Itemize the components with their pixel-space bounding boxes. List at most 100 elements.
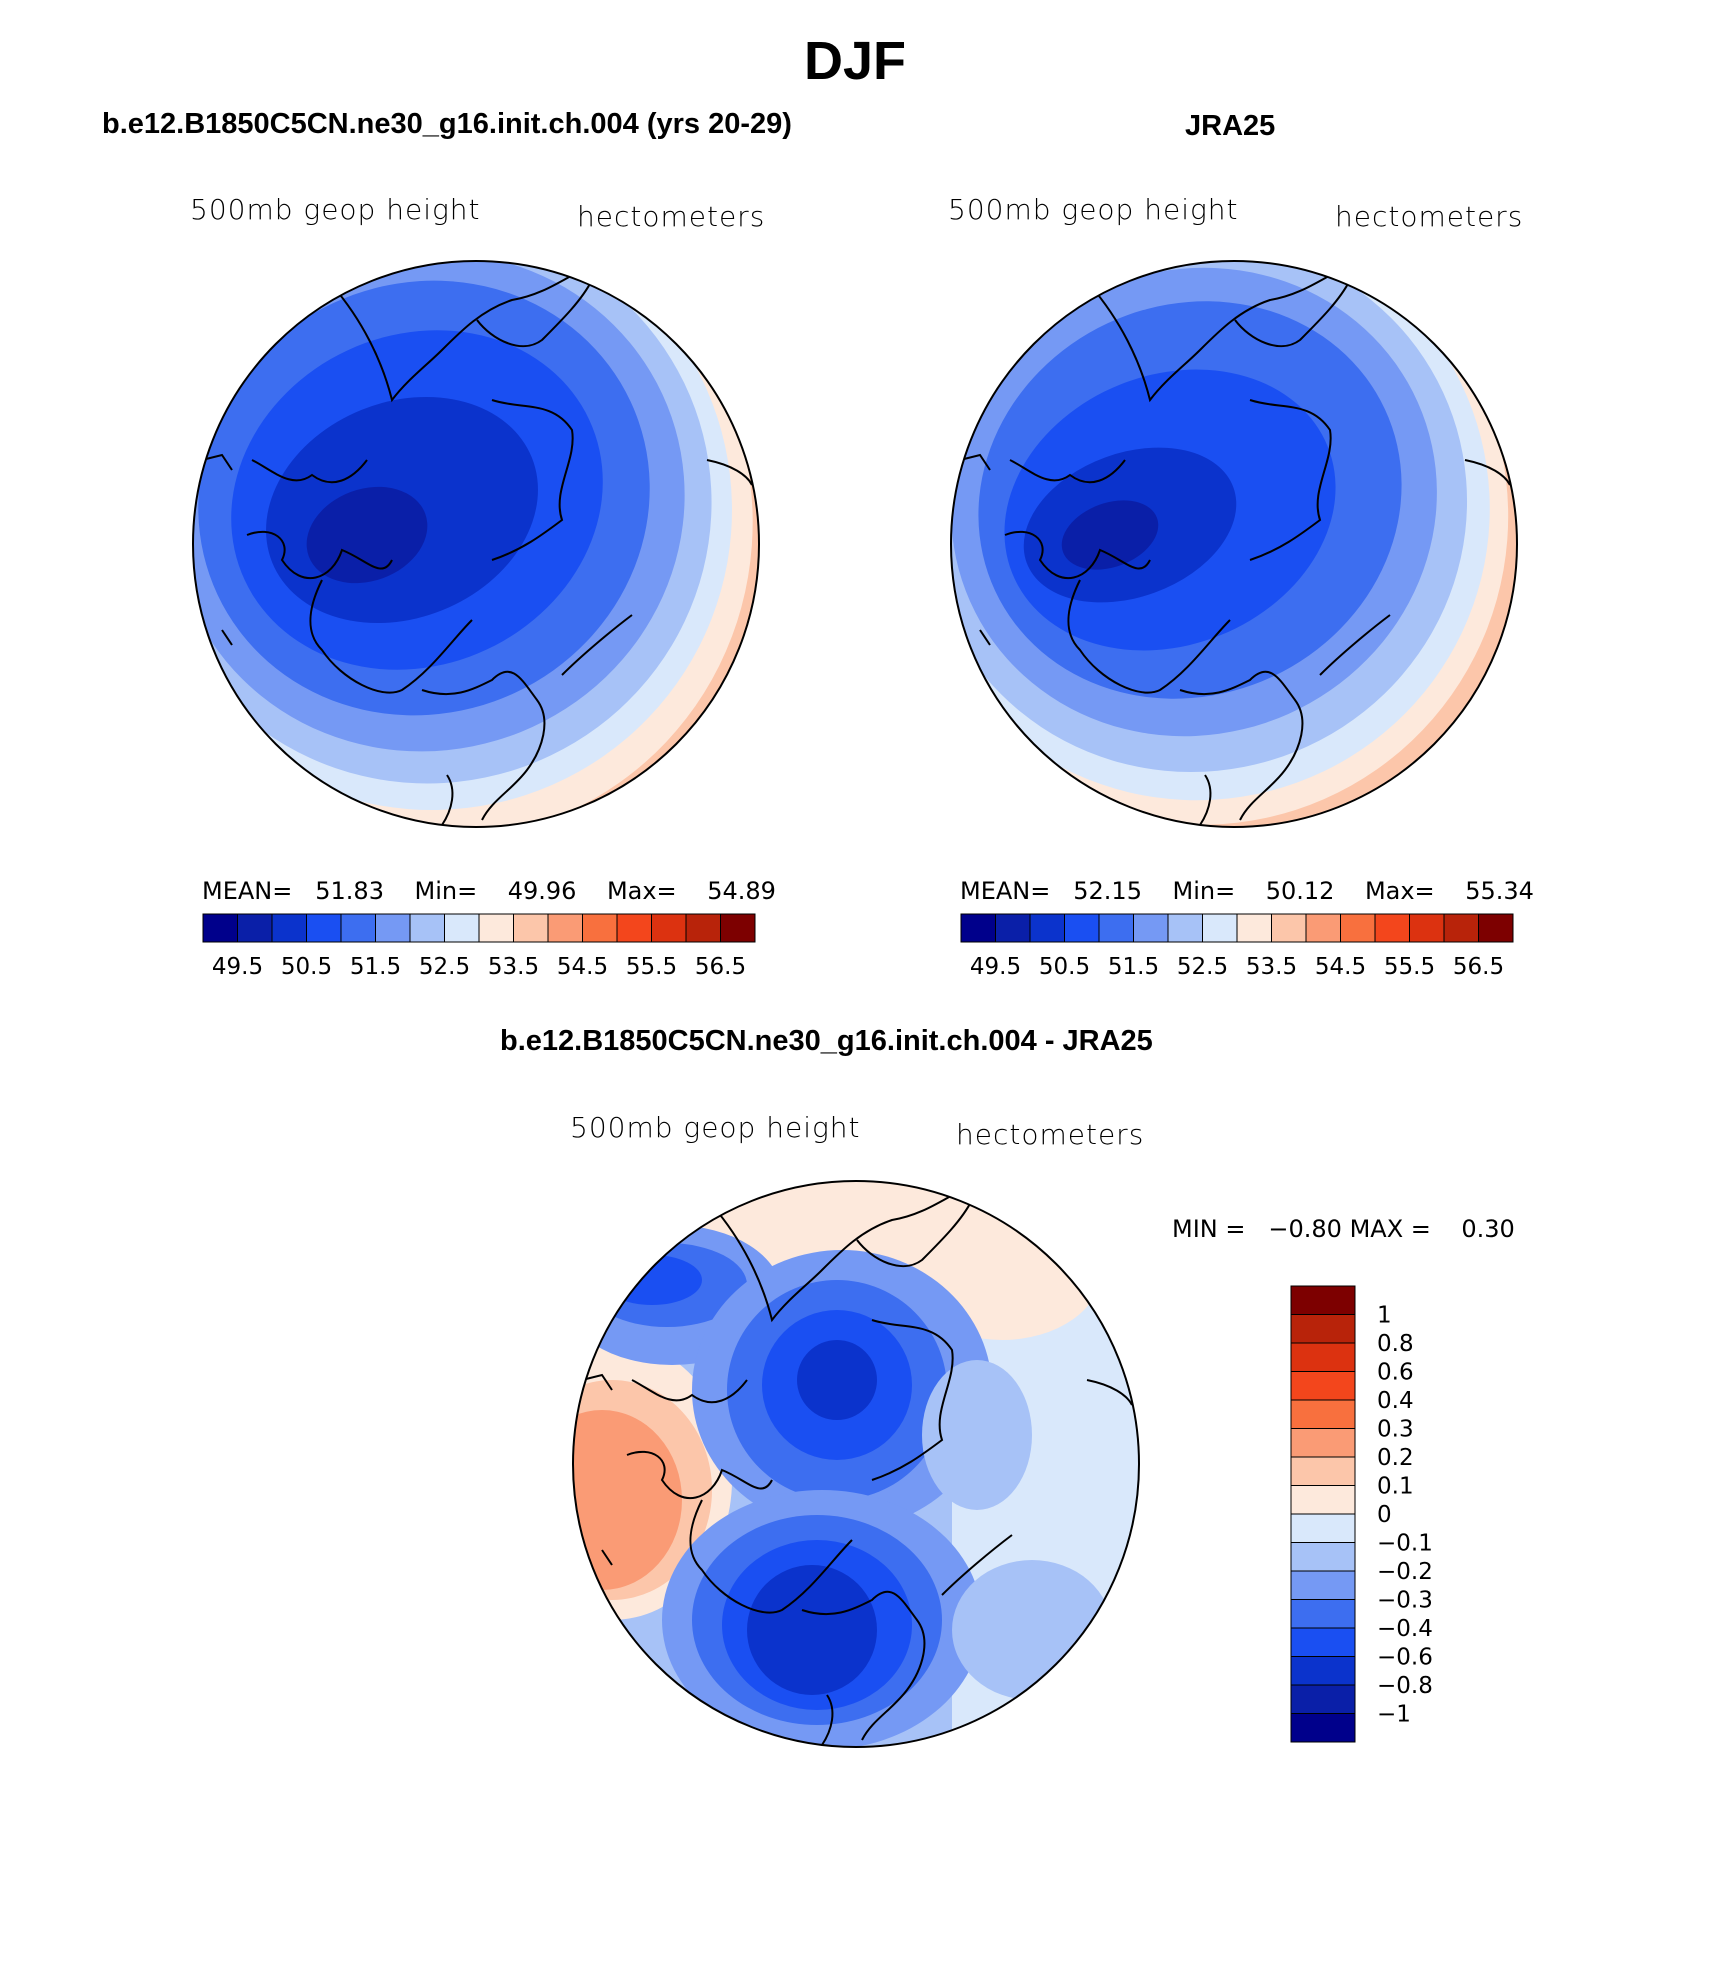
model-colorbar-tick-label: 56.5 xyxy=(695,954,746,980)
obs-mean-label: MEAN= xyxy=(960,877,1051,905)
obs-colorbar-tick-label: 55.5 xyxy=(1384,954,1435,980)
model-min-label: Min= xyxy=(414,877,478,905)
diff-colorbar-tick-label: 0.8 xyxy=(1377,1331,1414,1357)
obs-max-value: 55.34 xyxy=(1465,877,1534,905)
model-colorbar-box xyxy=(340,913,376,943)
model-colorbar-box xyxy=(271,913,307,943)
obs-colorbar-tick-label: 54.5 xyxy=(1315,954,1366,980)
model-mean-label: MEAN= xyxy=(202,877,293,905)
diff-panel-title: b.e12.B1850C5CN.ne30_g16.init.ch.004 - J… xyxy=(500,1025,1153,1057)
obs-colorbar-tick-label: 51.5 xyxy=(1108,954,1159,980)
obs-variable-label: 500mb geop height xyxy=(948,193,1239,226)
model-colorbar-tick-label: 55.5 xyxy=(626,954,677,980)
obs-max-label: Max= xyxy=(1364,877,1435,905)
diff-colorbar-tick-label: 0.3 xyxy=(1377,1417,1414,1443)
obs-colorbar-box xyxy=(1340,913,1376,943)
model-colorbar-box xyxy=(444,913,480,943)
obs-colorbar-box xyxy=(1409,913,1445,943)
obs-colorbar-tick-label: 49.5 xyxy=(970,954,1021,980)
obs-colorbar-tick-label: 50.5 xyxy=(1039,954,1090,980)
obs-units-label: hectometers xyxy=(1335,200,1524,233)
diff-colorbar-box xyxy=(1290,1314,1356,1344)
diff-variable-label: 500mb geop height xyxy=(570,1111,861,1144)
model-colorbar-tick-label: 53.5 xyxy=(488,954,539,980)
model-colorbar-box xyxy=(582,913,618,943)
model-colorbar-box xyxy=(651,913,687,943)
diff-min-value: −0.80 xyxy=(1268,1215,1342,1243)
model-mean-value: 51.83 xyxy=(315,877,384,905)
diff-colorbar-box xyxy=(1290,1428,1356,1458)
obs-colorbar: 49.5 50.5 51.5 52.5 53.5 54.5 55.5 56.5 xyxy=(960,913,1514,980)
obs-colorbar-box xyxy=(1271,913,1307,943)
model-colorbar-box xyxy=(513,913,549,943)
diff-colorbar-tick-label: −0.2 xyxy=(1377,1559,1433,1585)
diff-colorbar-box xyxy=(1290,1627,1356,1657)
diff-colorbar-box xyxy=(1290,1342,1356,1372)
diff-colorbar-box xyxy=(1290,1456,1356,1486)
diff-colorbar-tick-label: 0.1 xyxy=(1377,1474,1414,1500)
model-colorbar-box xyxy=(685,913,721,943)
obs-polar-map xyxy=(950,260,1518,828)
diff-colorbar-tick-label: −0.4 xyxy=(1377,1616,1433,1642)
model-colorbar-tick-label: 49.5 xyxy=(212,954,263,980)
model-min-value: 49.96 xyxy=(507,877,577,905)
model-variable-label: 500mb geop height xyxy=(190,193,481,226)
model-colorbar-box xyxy=(720,913,756,943)
model-stats: MEAN= 51.83 Min= 49.96 Max= 54.89 xyxy=(202,877,776,905)
model-colorbar-tick-label: 52.5 xyxy=(419,954,470,980)
diff-colorbar-tick-label: 0.2 xyxy=(1377,1445,1414,1471)
obs-colorbar-box xyxy=(1167,913,1203,943)
diff-colorbar-tick-label: 0 xyxy=(1377,1502,1392,1528)
diff-colorbar-tick-label: −0.3 xyxy=(1377,1588,1433,1614)
obs-colorbar-box xyxy=(1202,913,1238,943)
obs-colorbar-tick-label: 53.5 xyxy=(1246,954,1297,980)
diff-units-label: hectometers xyxy=(956,1118,1145,1151)
diff-max-label: MAX = xyxy=(1349,1215,1431,1243)
model-colorbar-tick-label: 50.5 xyxy=(281,954,332,980)
diff-stats: MIN = −0.80 MAX = 0.30 xyxy=(1172,1215,1515,1243)
diff-colorbar-box xyxy=(1290,1485,1356,1515)
diff-colorbar-tick-label: 0.4 xyxy=(1377,1388,1414,1414)
figure-title: DJF xyxy=(803,31,906,91)
obs-panel-title: JRA25 xyxy=(1185,110,1276,142)
difference-polar-map xyxy=(572,1180,1140,1748)
obs-colorbar-box xyxy=(1305,913,1341,943)
model-colorbar-box xyxy=(616,913,652,943)
obs-colorbar-box xyxy=(1133,913,1169,943)
diff-min-label: MIN = xyxy=(1172,1215,1246,1243)
model-colorbar-box xyxy=(547,913,583,943)
obs-colorbar-box xyxy=(1443,913,1479,943)
diff-colorbar-tick-label: 1 xyxy=(1377,1303,1392,1329)
obs-colorbar-box xyxy=(1064,913,1100,943)
diff-colorbar-box xyxy=(1290,1371,1356,1401)
obs-colorbar-box xyxy=(1374,913,1410,943)
obs-min-value: 50.12 xyxy=(1265,877,1335,905)
diff-colorbar-tick-label: 0.6 xyxy=(1377,1360,1414,1386)
obs-mean-value: 52.15 xyxy=(1073,877,1142,905)
model-colorbar-box xyxy=(306,913,342,943)
diff-colorbar-box xyxy=(1290,1285,1356,1315)
diff-colorbar-box xyxy=(1290,1599,1356,1629)
diff-colorbar-box xyxy=(1290,1656,1356,1686)
model-colorbar-box xyxy=(375,913,411,943)
model-panel-title: b.e12.B1850C5CN.ne30_g16.init.ch.004 (yr… xyxy=(102,108,792,140)
diff-colorbar-box xyxy=(1290,1570,1356,1600)
obs-colorbar-box xyxy=(995,913,1031,943)
model-colorbar: 49.5 50.5 51.5 52.5 53.5 54.5 55.5 56.5 xyxy=(202,913,756,980)
obs-colorbar-tick-label: 56.5 xyxy=(1453,954,1504,980)
model-colorbar-box xyxy=(202,913,238,943)
obs-colorbar-box xyxy=(1236,913,1272,943)
diff-colorbar-box xyxy=(1290,1399,1356,1429)
diff-colorbar-box xyxy=(1290,1513,1356,1543)
model-colorbar-tick-label: 51.5 xyxy=(350,954,401,980)
diff-colorbar-box xyxy=(1290,1542,1356,1572)
obs-colorbar-box xyxy=(960,913,996,943)
model-max-value: 54.89 xyxy=(707,877,776,905)
obs-colorbar-box xyxy=(1478,913,1514,943)
model-units-label: hectometers xyxy=(577,200,766,233)
model-colorbar-box xyxy=(409,913,445,943)
diff-colorbar-tick-label: −0.1 xyxy=(1377,1531,1433,1557)
diff-colorbar-tick-label: −1 xyxy=(1377,1702,1411,1728)
model-max-label: Max= xyxy=(606,877,677,905)
obs-colorbar-box xyxy=(1098,913,1134,943)
